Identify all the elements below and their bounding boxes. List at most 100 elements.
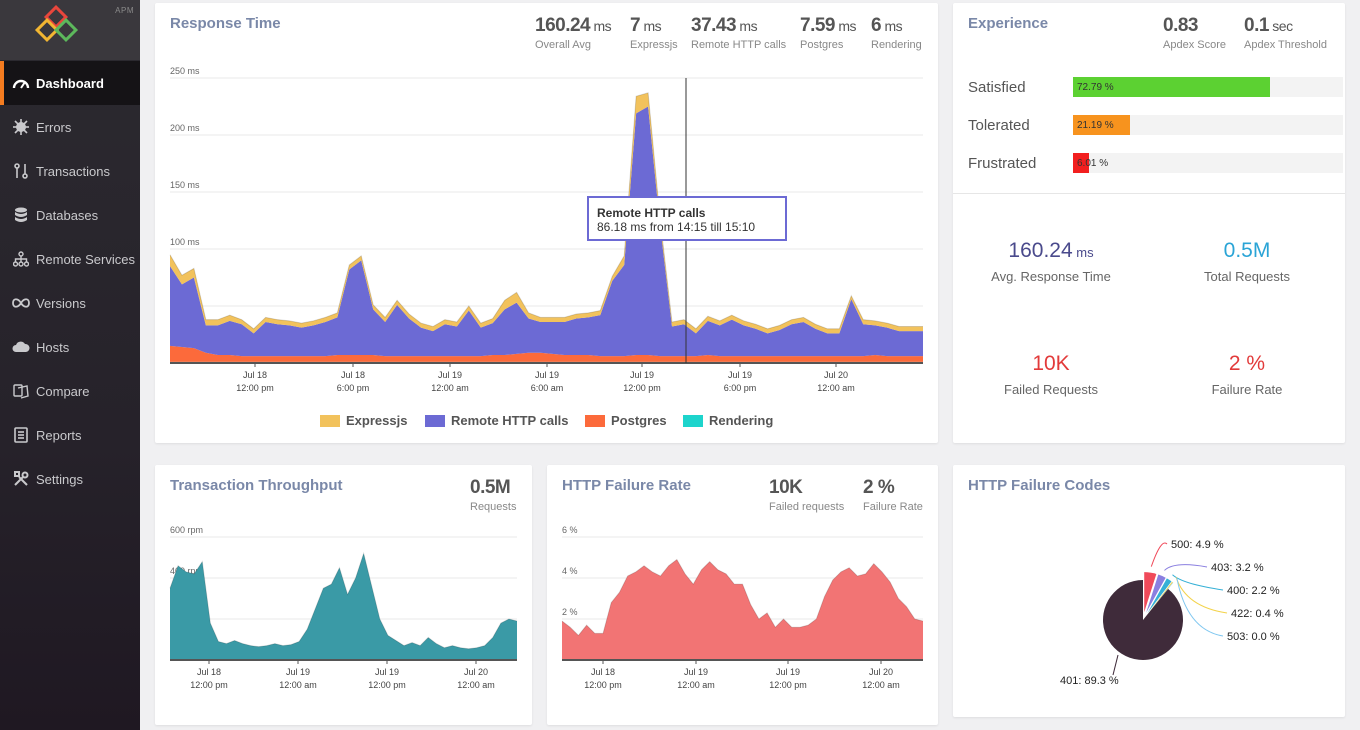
apdex-row-tolerated: Tolerated 21.19 % xyxy=(968,113,1343,137)
failure-codes-pie[interactable]: 401: 89.3 % 500: 4.9 % 403: 3.2 % 400: 2.2 … xyxy=(953,465,1345,717)
x-tick-label: Jul 20 xyxy=(464,667,488,677)
divider xyxy=(953,193,1345,194)
pie-slice-400 xyxy=(1147,578,1172,614)
experience-title: Experience xyxy=(968,15,1049,32)
pie-leader-line xyxy=(1176,577,1224,637)
apdex-label: Satisfied xyxy=(968,78,1026,96)
x-tick-label: Jul 18 xyxy=(197,667,221,677)
y-tick-label: 6 % xyxy=(562,525,578,535)
database-icon xyxy=(12,207,30,223)
series-outline xyxy=(169,92,923,330)
x-tick-label: 6:00 pm xyxy=(337,383,370,393)
sidebar-item-label: Reports xyxy=(36,427,82,443)
stat-value: 2 % xyxy=(863,477,895,498)
series-area-main xyxy=(170,553,517,660)
stat-label: Apdex Threshold xyxy=(1244,39,1327,51)
failure-rate-chart[interactable]: 6 % 4 % 2 % Jul 18 12:00 pm Jul 19 12:00 am Jul… xyxy=(547,465,938,725)
sidebar-item-label: Dashboard xyxy=(36,75,104,91)
stat-overall-avg: 160.24 ms Overall Avg xyxy=(535,15,612,51)
failure-rate-card: HTTP Failure Rate 10K Failed requests 2 % F… xyxy=(547,465,938,725)
stat-apdex-score: 0.83 Apdex Score xyxy=(1163,15,1226,51)
x-tick-label: 12:00 pm xyxy=(623,383,661,393)
gauge-icon xyxy=(12,75,30,91)
sidebar-item-label: Hosts xyxy=(36,339,70,355)
y-tick-label: 100 ms xyxy=(170,237,200,247)
apm-badge: APM xyxy=(115,6,134,15)
series-outline xyxy=(561,558,924,637)
pie-label: 403: 3.2 % xyxy=(1211,562,1264,574)
stat-value: 0.1 sec xyxy=(1244,15,1293,36)
stat-value: 6 ms xyxy=(871,15,903,36)
x-tick-label: Jul 18 xyxy=(243,370,267,380)
stat-rendering: 6 ms Rendering xyxy=(871,15,922,51)
sidebar-item-compare[interactable]: Compare xyxy=(0,369,140,413)
x-tick-label: 12:00 am xyxy=(457,680,495,690)
sidebar-item-settings[interactable]: Settings xyxy=(0,457,140,501)
summary-label: Avg. Response Time xyxy=(991,269,1111,284)
series-outline xyxy=(169,551,518,650)
failure-codes-card: HTTP Failure Codes 401: 89.3 % 500: 4.9 %… xyxy=(953,465,1345,717)
sidebar-item-dashboard[interactable]: Dashboard xyxy=(0,61,140,105)
summary-avg-response-time: 160.24 ms Avg. Response Time xyxy=(961,239,1141,284)
pie-leader-line xyxy=(1112,654,1119,676)
sidebar-item-label: Compare xyxy=(36,383,90,399)
legend-swatch xyxy=(425,414,445,427)
sidebar-item-reports[interactable]: Reports xyxy=(0,413,140,457)
summary-value: 160.24 ms xyxy=(1008,239,1094,262)
x-tick-label: Jul 18 xyxy=(341,370,365,380)
stat-value: 10K xyxy=(769,477,803,498)
tools-icon xyxy=(12,471,30,487)
pie-label: 503: 0.0 % xyxy=(1227,631,1280,643)
sidebar-item-label: Versions xyxy=(36,295,86,311)
pie-leader-line xyxy=(1175,577,1228,614)
sidebar-item-errors[interactable]: Errors xyxy=(0,105,140,149)
pie-label: 400: 2.2 % xyxy=(1227,585,1280,597)
app-logo[interactable]: APM xyxy=(0,0,140,60)
x-tick-label: 6:00 pm xyxy=(724,383,757,393)
x-tick-label: Jul 19 xyxy=(535,370,559,380)
x-tick-label: 6:00 am xyxy=(531,383,564,393)
sidebar-item-remote-services[interactable]: Remote Services xyxy=(0,237,140,281)
transactions-icon xyxy=(12,163,30,179)
legend-item-postgres[interactable]: Postgres xyxy=(585,413,667,428)
x-tick-label: 12:00 pm xyxy=(584,680,622,690)
x-tick-label: 12:00 am xyxy=(677,680,715,690)
response-time-title: Response Time xyxy=(170,15,281,32)
network-icon xyxy=(12,251,30,267)
sidebar-item-databases[interactable]: Databases xyxy=(0,193,140,237)
stat-label: Postgres xyxy=(800,39,844,51)
stat-value: 0.5M xyxy=(470,477,511,498)
x-tick-label: 12:00 pm xyxy=(368,680,406,690)
y-tick-label: 2 % xyxy=(562,607,578,617)
sidebar-item-versions[interactable]: Versions xyxy=(0,281,140,325)
x-tick-label: 12:00 am xyxy=(817,383,855,393)
pie-slice-500 xyxy=(1144,572,1157,613)
y-tick-label: 150 ms xyxy=(170,180,200,190)
x-tick-label: Jul 20 xyxy=(869,667,893,677)
legend-item-remote-http-calls[interactable]: Remote HTTP calls xyxy=(425,413,569,428)
legend-swatch xyxy=(320,414,340,427)
sidebar-item-hosts[interactable]: Hosts xyxy=(0,325,140,369)
legend-item-expressjs[interactable]: Expressjs xyxy=(320,413,407,428)
summary-label: Failed Requests xyxy=(1004,382,1098,397)
bug-icon xyxy=(12,119,30,135)
x-tick-label: Jul 19 xyxy=(630,370,654,380)
x-tick-label: Jul 19 xyxy=(776,667,800,677)
x-tick-label: Jul 19 xyxy=(438,370,462,380)
legend-swatch xyxy=(683,414,703,427)
stat-remote-http-calls: 37.43 ms Remote HTTP calls xyxy=(691,15,786,51)
legend-item-rendering[interactable]: Rendering xyxy=(683,413,773,428)
x-tick-label: Jul 19 xyxy=(286,667,310,677)
compare-icon xyxy=(12,383,30,399)
sidebar-item-label: Transactions xyxy=(36,163,110,179)
x-tick-label: 12:00 am xyxy=(862,680,900,690)
sidebar-item-transactions[interactable]: Transactions xyxy=(0,149,140,193)
pie-label: 401: 89.3 % xyxy=(1060,675,1119,687)
apdex-label: Tolerated xyxy=(968,116,1030,134)
series-area-expressjs xyxy=(170,92,923,334)
sidebar-item-label: Settings xyxy=(36,471,83,487)
failure-codes-title: HTTP Failure Codes xyxy=(968,477,1111,494)
apdex-bar: 21.19 % xyxy=(1073,115,1343,135)
